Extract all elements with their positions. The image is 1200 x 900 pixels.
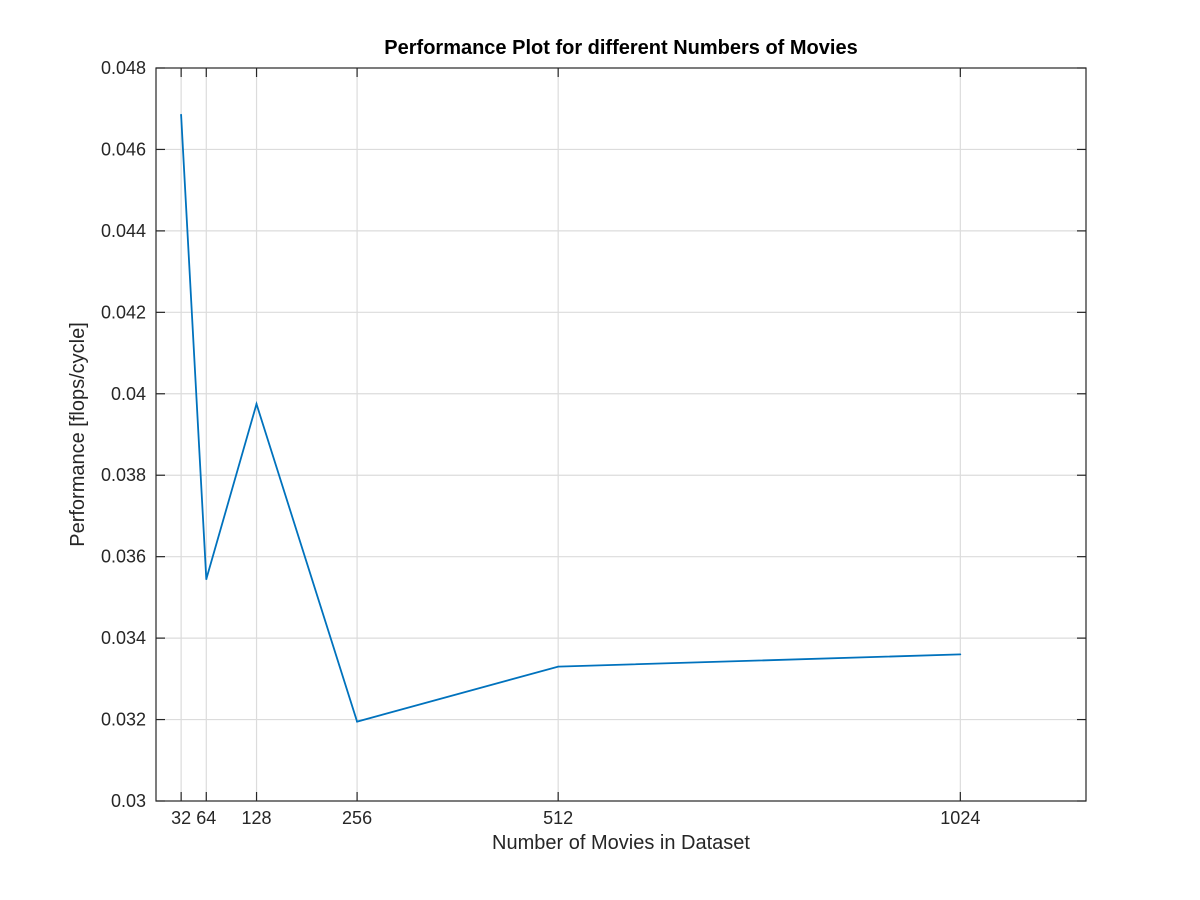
grid-lines: [156, 68, 1086, 801]
x-tick-label: 512: [543, 808, 573, 828]
x-tick-label: 128: [242, 808, 272, 828]
y-tick-labels: 0.03 0.032 0.034 0.036 0.038 0.04 0.042 0.044 0.…: [101, 58, 146, 811]
x-axis-label: Number of Movies in Dataset: [492, 832, 750, 854]
data-point: [557, 665, 560, 668]
x-tick-label: 32: [171, 808, 191, 828]
data-point: [356, 720, 358, 723]
y-tick-label: 0.048: [101, 58, 146, 78]
y-tick-label: 0.032: [101, 710, 146, 730]
x-tick-labels: 32 64 128 256 512 1024: [171, 808, 980, 828]
data-point: [255, 403, 258, 405]
plot-frame: [155, 67, 1087, 802]
y-axis-label: Performance [flops/cycle]: [67, 322, 89, 547]
x-tick-label: 256: [342, 808, 372, 828]
y-tick-label: 0.03: [111, 791, 146, 811]
x-tick-label: 1024: [940, 808, 980, 828]
y-tick-label: 0.038: [101, 465, 146, 485]
series-lines: [180, 113, 962, 723]
y-tick-label: 0.042: [101, 302, 146, 322]
chart-title: Performance Plot for different Numbers o…: [384, 37, 857, 59]
series-line: [180, 114, 961, 723]
x-tick-label: 64: [196, 808, 216, 828]
axis-ticks: [156, 67, 1086, 802]
y-tick-label: 0.034: [101, 628, 146, 648]
y-tick-label: 0.036: [101, 547, 146, 567]
data-point: [180, 113, 183, 116]
data-point: [959, 653, 962, 656]
data-point: [205, 578, 208, 580]
y-tick-label: 0.044: [101, 221, 146, 241]
y-tick-label: 0.046: [101, 139, 146, 159]
y-tick-label: 0.04: [111, 384, 146, 404]
